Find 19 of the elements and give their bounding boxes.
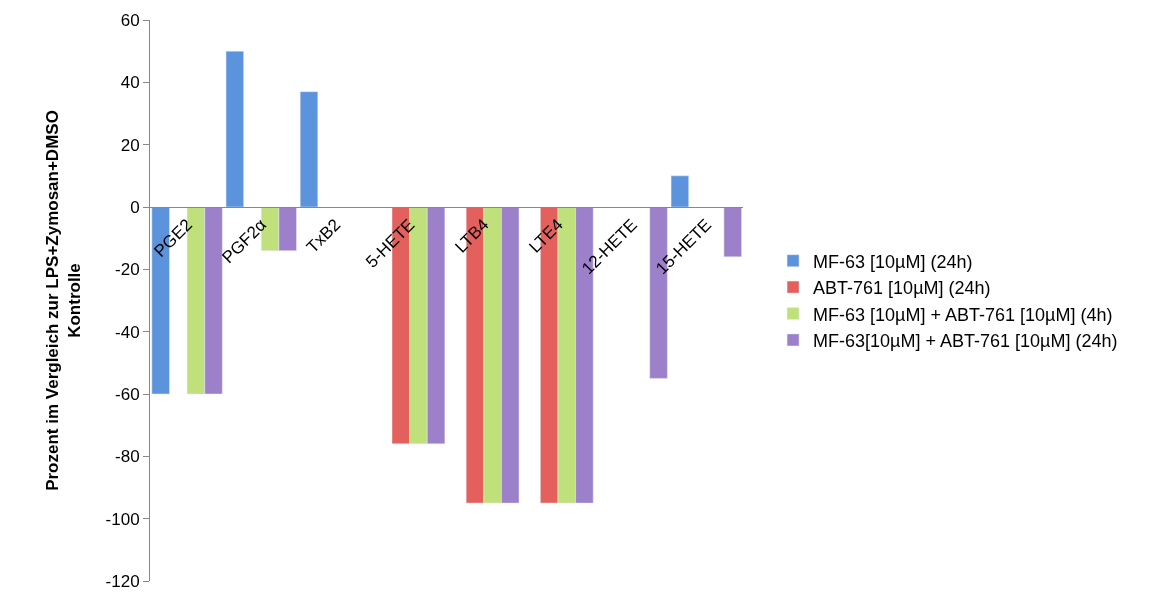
y-tick-label: -60 xyxy=(115,384,140,404)
legend-label: MF-63 [10µM] + ABT-761 [10µM] (4h) xyxy=(813,304,1113,325)
y-tick-label: 20 xyxy=(120,135,140,155)
bar xyxy=(723,206,742,258)
y-tick-label: -20 xyxy=(115,260,140,280)
legend-label: MF-63[10µM] + ABT-761 [10µM] (24h) xyxy=(813,330,1118,351)
bar xyxy=(299,91,319,208)
y-tick-label: -100 xyxy=(105,509,140,529)
legend-label: MF-63 [10µM] (24h) xyxy=(813,251,973,272)
y-tick-label: -120 xyxy=(105,571,140,591)
y-tick-label: -40 xyxy=(115,322,140,342)
y-axis-title: Prozent im Vergleich zur LPS+Zymosan+DMSO Kontrolle xyxy=(43,110,85,491)
bar xyxy=(670,175,689,208)
legend-label: ABT-761 [10µM] (24h) xyxy=(813,278,991,299)
y-tick-label: 40 xyxy=(120,73,140,93)
bar xyxy=(225,50,244,208)
y-tick-label: -80 xyxy=(115,447,140,467)
y-tick-label: 60 xyxy=(120,10,140,30)
y-tick-label: 0 xyxy=(130,197,140,217)
